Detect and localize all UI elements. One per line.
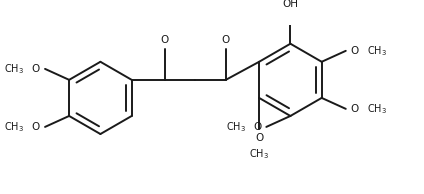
Text: CH$_3$: CH$_3$ <box>367 44 387 58</box>
Text: O: O <box>253 122 261 132</box>
Text: CH$_3$: CH$_3$ <box>4 62 24 76</box>
Text: O: O <box>160 35 169 45</box>
Text: CH$_3$: CH$_3$ <box>249 147 269 161</box>
Text: O: O <box>255 133 263 143</box>
Text: O: O <box>32 64 40 74</box>
Text: CH$_3$: CH$_3$ <box>367 102 387 116</box>
Text: O: O <box>351 46 359 56</box>
Text: CH$_3$: CH$_3$ <box>226 120 245 134</box>
Text: CH$_3$: CH$_3$ <box>4 120 24 134</box>
Text: O: O <box>351 104 359 114</box>
Text: O: O <box>222 35 230 45</box>
Text: OH: OH <box>282 0 298 9</box>
Text: O: O <box>32 122 40 132</box>
